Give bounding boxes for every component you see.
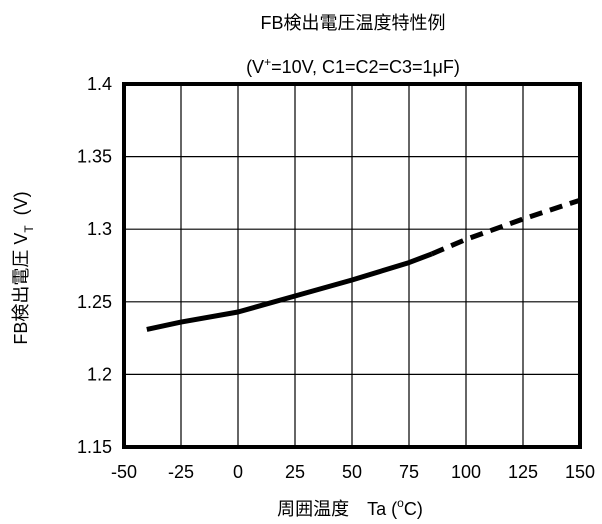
y-tick-label-1: 1.2 [87,364,112,384]
x-tick-labels: -50 -25 0 25 50 75 100 125 150 [111,462,595,482]
x-tick-label-5: 75 [399,462,419,482]
plot-frame [122,82,582,449]
x-tick-label-6: 100 [451,462,481,482]
x-tick-label-7: 125 [508,462,538,482]
series-line-1 [430,197,581,257]
chart-subtitle: (V+=10V, C1=C2=C3=1μF) [246,55,460,77]
x-tick-label-1: -25 [168,462,194,482]
y-tick-label-5: 1.4 [87,74,112,94]
y-tick-label-4: 1.35 [77,147,112,167]
x-tick-label-2: 0 [233,462,243,482]
y-axis-label: FB検出電圧 VT(V) [11,191,36,344]
y-tick-label-0: 1.15 [77,437,112,457]
series-layer [146,197,581,332]
chart-title: FB検出電圧温度特性例 [260,13,445,33]
y-tick-labels: 1.15 1.2 1.25 1.3 1.35 1.4 [77,74,112,457]
x-tick-label-8: 150 [565,462,595,482]
x-tick-label-4: 50 [342,462,362,482]
x-axis-label: 周囲温度 Ta (oC) [277,496,423,519]
y-tick-label-2: 1.25 [77,292,112,312]
series-line-0 [146,251,433,332]
x-tick-label-3: 25 [285,462,305,482]
x-tick-label-0: -50 [111,462,137,482]
grid [123,83,581,448]
y-tick-label-3: 1.3 [87,219,112,239]
